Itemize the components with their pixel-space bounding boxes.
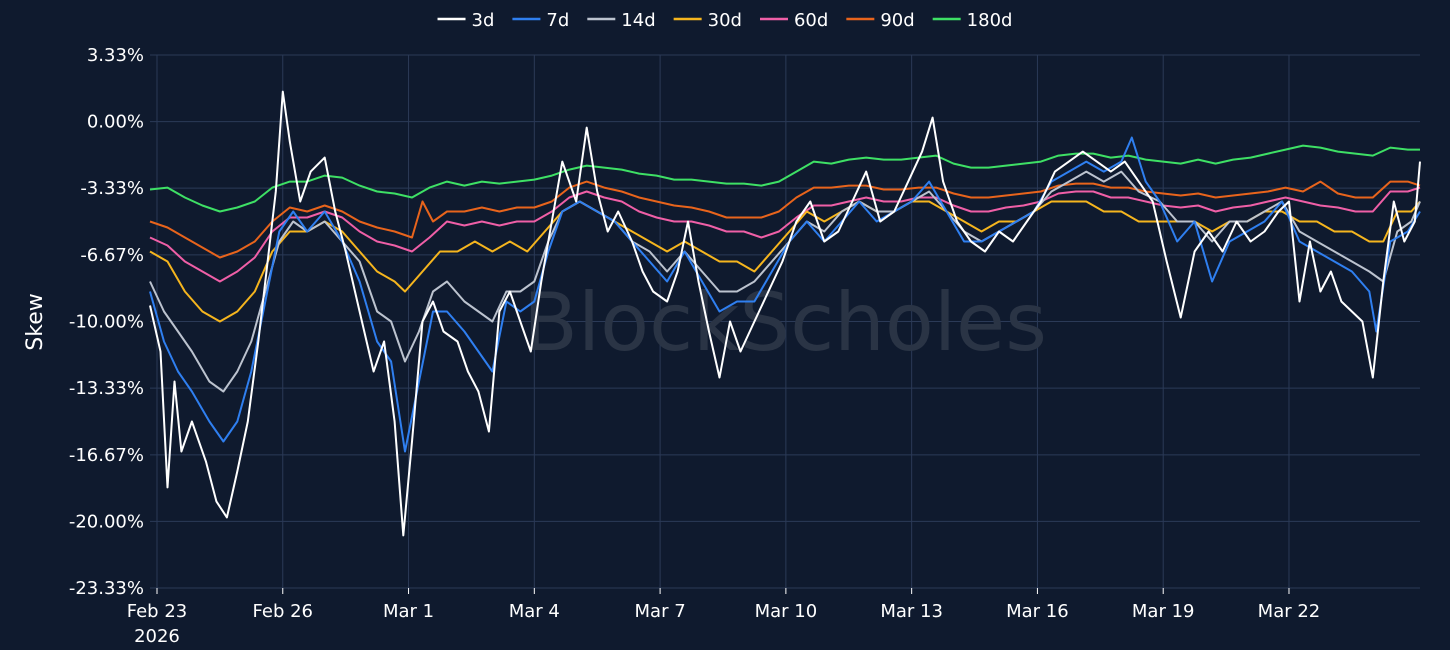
legend-label-7d: 7d bbox=[546, 10, 569, 31]
x-tick-label: Mar 19 bbox=[1132, 601, 1195, 622]
y-tick-label: -10.00% bbox=[69, 312, 144, 333]
x-tick-label: Mar 10 bbox=[755, 601, 818, 622]
legend: 3d 7d 14d 30d 60d 90d 180d bbox=[437, 10, 1013, 31]
y-tick-label: -23.33% bbox=[69, 578, 144, 599]
y-tick-label: 0.00% bbox=[87, 112, 144, 133]
legend-label-60d: 60d bbox=[794, 10, 828, 31]
legend-label-14d: 14d bbox=[621, 10, 655, 31]
y-tick-label: -3.33% bbox=[80, 178, 144, 199]
y-tick-label: -6.67% bbox=[80, 245, 144, 266]
y-tick-label: -13.33% bbox=[69, 378, 144, 399]
x-tick-label: Mar 22 bbox=[1258, 601, 1321, 622]
legend-label-90d: 90d bbox=[880, 10, 914, 31]
x-tick-label: Mar 13 bbox=[880, 601, 943, 622]
x-tick-label: Mar 1 bbox=[383, 601, 434, 622]
x-tick-label: Mar 16 bbox=[1006, 601, 1069, 622]
series-line-180d bbox=[149, 144, 1420, 213]
series-line-30d bbox=[149, 200, 1421, 323]
y-axis: 3.33% 0.00% -3.33% -6.67% -10.00% -13.33% -16.… bbox=[69, 45, 144, 599]
x-tick-label: Feb 26 bbox=[253, 601, 314, 622]
x-tick-label: Mar 4 bbox=[509, 601, 560, 622]
series-lines bbox=[149, 90, 1421, 537]
legend-label-30d: 30d bbox=[708, 10, 742, 31]
grid bbox=[150, 54, 1420, 589]
series-line-90d bbox=[149, 180, 1421, 259]
x-tick-label: Feb 23 bbox=[127, 601, 188, 622]
x-tick-sublabel: 2026 bbox=[134, 626, 180, 647]
y-tick-label: 3.33% bbox=[87, 45, 144, 66]
legend-label-3d: 3d bbox=[472, 10, 495, 31]
series-line-3d bbox=[149, 90, 1421, 537]
watermark-text: BlockScholes bbox=[523, 276, 1047, 369]
y-tick-label: -16.67% bbox=[69, 445, 144, 466]
x-axis: Feb 23 2026 Feb 26 Mar 1 Mar 4 Mar 7 Mar 10 Mar… bbox=[127, 588, 1321, 647]
legend-label-180d: 180d bbox=[967, 10, 1013, 31]
y-axis-label: Skew bbox=[23, 293, 48, 350]
series-line-60d bbox=[149, 186, 1421, 283]
x-tick-label: Mar 7 bbox=[635, 601, 686, 622]
y-tick-label: -20.00% bbox=[69, 511, 144, 532]
